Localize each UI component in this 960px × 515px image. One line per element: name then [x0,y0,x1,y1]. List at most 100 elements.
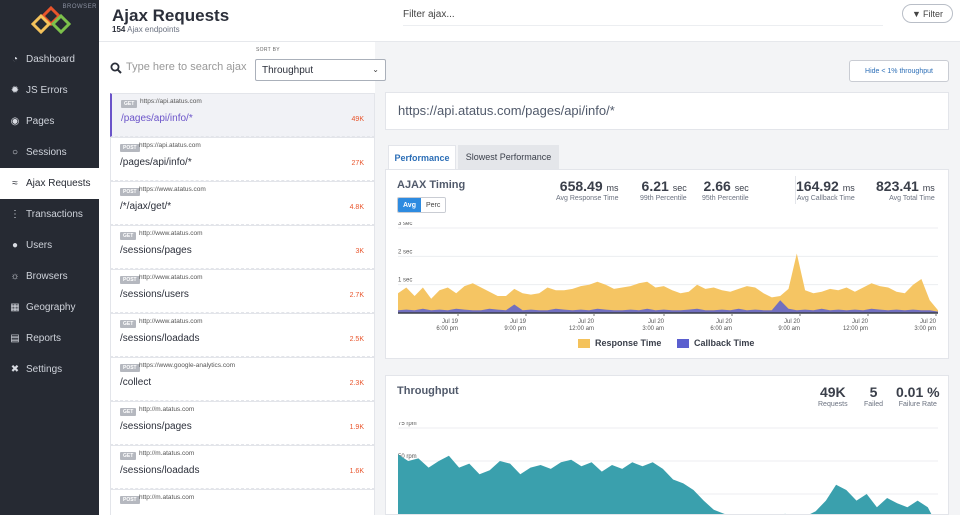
legend-swatch-response [578,338,590,348]
sidebar-item-reports[interactable]: ▤ Reports [0,323,99,354]
toggle-avg[interactable]: Avg [398,198,421,212]
x-tick-label: Jul 19 [442,319,459,325]
endpoint-count: 2.7K [349,292,364,299]
x-tick-label: Jul 20 [784,319,801,325]
endpoint-url-card: https://api.atatus.com/pages/api/info/* [385,92,949,130]
filter-input[interactable] [403,4,883,26]
ajax-timing-title: AJAX Timing [397,179,466,191]
endpoint-list-item[interactable]: POST https://api.atatus.com/pages/api/inf… [110,137,375,181]
timing-stat-unit: ms [922,183,935,193]
timing-stat: 6.21 sec 99th Percentile [640,178,687,202]
endpoint-list-item[interactable]: GET http://m.atatus.com/sessions/pages 1.9… [110,401,375,445]
sidebar-item-pages[interactable]: ◉ Pages [0,106,99,137]
timing-stat-label: Avg Callback Time [796,195,855,202]
endpoint-count: 2.3K [349,380,364,387]
sidebar-item-sessions[interactable]: ○ Sessions [0,137,99,168]
method-badge: GET [120,408,137,416]
x-tick-label: Jul 20 [578,319,595,325]
endpoint-list-item[interactable]: GET http://www.atatus.com/sessions/loadad… [110,313,375,357]
tab-slowest-performance[interactable]: Slowest Performance [458,145,559,169]
sidebar-item-transactions[interactable]: ⋮ Transactions [0,199,99,230]
timing-stat-value: 6.21 [641,178,669,194]
avg-perc-toggle[interactable]: Avg Perc [397,197,447,213]
legend-callback-time: Callback Time [677,338,754,348]
sidebar-item-ajax-requests[interactable]: ≈ Ajax Requests [0,168,99,199]
endpoint-list-item[interactable]: POST http://www.atatus.com/sessions/users… [110,269,375,313]
search-input[interactable] [126,61,250,73]
method-badge: GET [121,100,138,108]
timing-stat-unit: sec [672,183,687,193]
bug-icon: ✹ [10,85,20,96]
endpoint-host: https://api.atatus.com [139,142,201,149]
sort-value: Throughput [262,64,314,76]
endpoint-count: 3K [355,248,364,255]
globe-icon: ○ [11,147,19,158]
atatus-logo[interactable] [31,6,71,34]
transactions-icon: ⋮ [10,209,20,220]
sidebar-item-js-errors[interactable]: ✹ JS Errors [0,75,99,106]
x-tick-label: 3:00 am [642,326,664,332]
endpoint-list-item[interactable]: GET https://api.atatus.com/pages/api/info… [110,93,375,137]
endpoint-list-item[interactable]: POST https://www.atatus.com /*/ajax/get/* 4… [110,181,375,225]
series-area-callback-time [398,300,938,313]
sort-select[interactable]: Throughput ⌄ [255,59,386,81]
eye-icon: ◉ [10,116,20,127]
endpoint-path: /sessions/users [120,289,189,300]
legend-label-response: Response Time [595,338,662,348]
tab-performance[interactable]: Performance [388,145,456,169]
sidebar-item-dashboard[interactable]: ◔ Dashboard [0,44,99,75]
series-area-throughput [398,454,932,514]
filter-button[interactable]: ▼ Filter [902,4,953,23]
throughput-stat-value: 49K [819,384,846,400]
throughput-stat: 0.01 % Failure Rate [896,384,940,408]
method-badge: GET [120,232,137,240]
y-tick-label: 3 sec [398,222,412,227]
endpoint-list-item[interactable]: POST http://m.atatus.com [110,489,375,515]
timing-stat-value: 2.66 [703,178,731,194]
x-tick-label: 12:00 pm [843,326,868,332]
timing-stat-unit: ms [606,183,619,193]
timing-stat: 823.41 ms Avg Total Time [876,178,935,202]
x-tick-label: 6:00 pm [436,326,458,332]
endpoint-path: /*/ajax/get/* [120,201,172,212]
endpoint-list: GET https://api.atatus.com/pages/api/info… [110,93,375,515]
endpoint-count: 49K [351,116,364,123]
page-subtitle: 154 Ajax endpoints [112,25,180,34]
sidebar-item-settings[interactable]: ✖ Settings [0,354,99,385]
timing-stat-label: Avg Response Time [556,195,619,202]
ajax-timing-card: AJAX Timing Avg Perc 658.49 ms Avg Respon… [385,169,949,359]
sidebar-item-users[interactable]: ● Users [0,230,99,261]
stat-divider [795,176,796,204]
sidebar-item-browsers[interactable]: ☼ Browsers [0,261,99,292]
timing-stat-unit: sec [734,183,749,193]
hide-low-throughput-button[interactable]: Hide < 1% throughput [849,60,949,82]
timing-stat: 2.66 sec 95th Percentile [702,178,749,202]
sidebar-item-label: Ajax Requests [26,178,91,189]
search-box [110,56,250,82]
x-tick-label: 12:00 am [569,326,594,332]
sidebar-item-geography[interactable]: ▦ Geography [0,292,99,323]
tools-icon: ✖ [10,364,20,375]
throughput-stat-label: Failure Rate [898,401,937,408]
endpoint-list-item[interactable]: POST https://www.google-analytics.com/col… [110,357,375,401]
timing-stat-label: 95th Percentile [702,195,749,202]
endpoint-url: https://api.atatus.com/pages/api/info/* [398,103,615,118]
method-badge: GET [120,452,137,460]
endpoint-list-item[interactable]: GET http://m.atatus.com/sessions/loadads 1… [110,445,375,489]
y-tick-label: 75 rpm [398,422,417,427]
timing-stat-value: 658.49 [559,178,603,194]
timing-stat: 658.49 ms Avg Response Time [556,178,619,202]
endpoint-host: http://www.atatus.com [139,318,203,325]
filter-button-label: Filter [922,8,943,19]
endpoint-path: /sessions/pages [120,245,192,256]
endpoint-path: /pages/api/info/* [120,157,192,168]
series-area-response-time [398,253,938,313]
endpoint-list-item[interactable]: GET http://www.atatus.com/sessions/pages 3… [110,225,375,269]
endpoint-host: https://www.atatus.com [139,186,206,193]
sidebar-item-label: Reports [26,333,62,344]
toggle-perc[interactable]: Perc [420,198,446,212]
legend-label-callback: Callback Time [694,338,755,348]
compass-icon: ☼ [10,271,20,282]
filter-icon: ▼ [912,8,921,19]
